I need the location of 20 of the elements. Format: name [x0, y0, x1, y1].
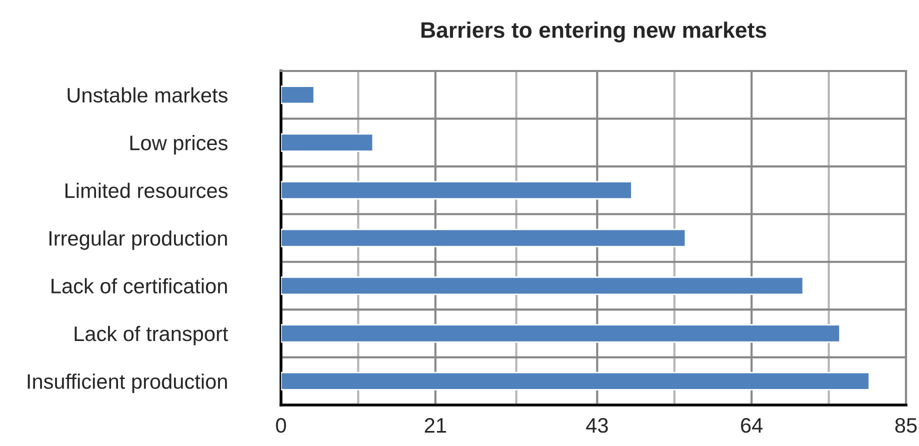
y-tick-label: Lack of transport	[74, 326, 228, 346]
x-tick-label: 85	[895, 418, 917, 433]
y-tick-label: Lack of certification	[52, 278, 227, 294]
bar	[281, 372, 870, 390]
x-tick-label: 43	[586, 418, 608, 433]
y-tick-label: Irregular production	[50, 230, 227, 250]
y-tick-label: Low prices	[130, 135, 228, 154]
y-tick-label: Limited resources	[66, 182, 228, 198]
bar	[281, 181, 632, 200]
bar	[281, 228, 686, 248]
bar	[281, 276, 804, 295]
x-tick-label: 21	[424, 418, 446, 433]
y-tick-label: Insufficient production	[28, 374, 227, 394]
bar	[281, 86, 315, 104]
x-tick-label: 0	[276, 418, 286, 433]
chart-title: Barriers to entering new markets	[421, 22, 766, 42]
bar	[281, 324, 841, 343]
bar	[281, 133, 374, 152]
x-tick-label: 64	[741, 418, 763, 433]
y-tick-label: Unstable markets	[68, 87, 228, 103]
